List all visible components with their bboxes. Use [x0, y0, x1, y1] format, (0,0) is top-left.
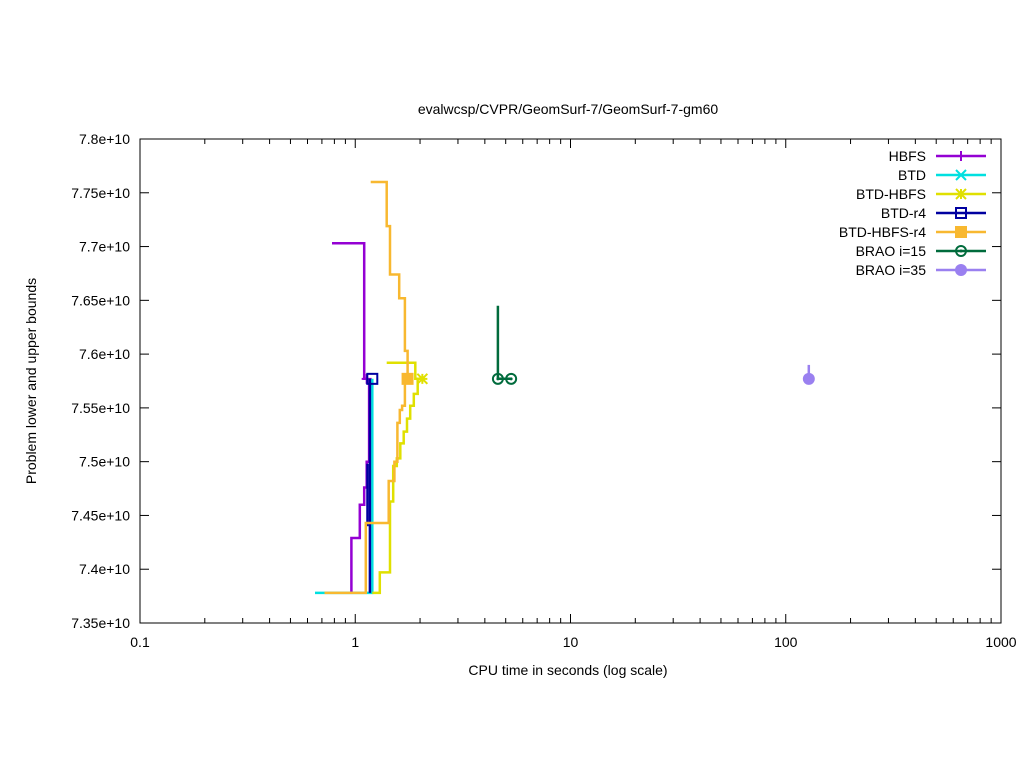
- legend-label: BTD-HBFS: [856, 186, 926, 202]
- legend-marker: [955, 188, 967, 200]
- series-brao-i-35: [802, 364, 815, 385]
- legend: HBFS BTD BTD-HBFS BTD-r4 BTD-HBFS-r4 BRAO i=1…: [839, 148, 986, 278]
- y-tick-label: 7.35e+10: [71, 615, 130, 631]
- y-axis-label: Problem lower and upper bounds: [23, 278, 39, 484]
- legend-marker: [955, 169, 967, 181]
- y-tick-label: 7.6e+10: [79, 346, 130, 362]
- series-point: [401, 372, 414, 385]
- legend-item: BTD-HBFS: [856, 186, 986, 202]
- y-tick-label: 7.4e+10: [79, 561, 130, 577]
- series-line: [372, 378, 419, 595]
- legend-item: BTD: [898, 167, 986, 183]
- series-point: [366, 372, 379, 385]
- legend-marker: [956, 151, 966, 161]
- legend-item: BTD-r4: [881, 205, 986, 221]
- x-tick-label: 100: [774, 634, 798, 650]
- y-tick-label: 7.45e+10: [71, 507, 130, 523]
- legend-label: BTD-HBFS-r4: [839, 224, 926, 240]
- x-tick-label: 1000: [985, 634, 1016, 650]
- x-tick-label: 0.1: [130, 634, 150, 650]
- x-tick-label: 10: [563, 634, 579, 650]
- y-tick-label: 7.65e+10: [71, 292, 130, 308]
- legend-item: HBFS: [889, 148, 986, 164]
- y-tick-label: 7.55e+10: [71, 400, 130, 416]
- x-axis-label: CPU time in seconds (log scale): [468, 662, 667, 678]
- series-brao-i-15: [491, 305, 518, 385]
- legend-item: BTD-HBFS-r4: [839, 224, 986, 240]
- series-btd-r4: [366, 372, 379, 593]
- series-line: [370, 180, 411, 381]
- series-line: [324, 378, 407, 595]
- series-point: [802, 372, 815, 385]
- series-btd-hbfs-r4: [324, 180, 414, 595]
- y-tick-label: 7.7e+10: [79, 239, 130, 255]
- series-point: [491, 372, 504, 385]
- plot-series: [315, 180, 815, 595]
- legend-label: HBFS: [889, 148, 926, 164]
- legend-label: BTD-r4: [881, 205, 926, 221]
- x-tick-label: 1: [351, 634, 359, 650]
- series-btd-hbfs: [372, 361, 429, 595]
- legend-item: BRAO i=35: [856, 262, 986, 278]
- y-tick-label: 7.8e+10: [79, 131, 130, 147]
- legend-marker: [955, 264, 967, 276]
- y-tick-label: 7.5e+10: [79, 454, 130, 470]
- legend-marker: [955, 245, 967, 257]
- legend-label: BRAO i=35: [856, 262, 927, 278]
- axes: 7.35e+10 7.4e+10 7.45e+10 7.5e+10 7.55e+10 7.…: [71, 131, 1017, 650]
- legend-label: BTD: [898, 167, 926, 183]
- legend-marker: [955, 226, 967, 238]
- legend-label: BRAO i=15: [856, 243, 927, 259]
- series-point: [416, 373, 429, 385]
- series-point: [505, 372, 518, 385]
- y-tick-label: 7.75e+10: [71, 185, 130, 201]
- legend-marker: [955, 207, 967, 219]
- chart-title: evalwcsp/CVPR/GeomSurf-7/GeomSurf-7-gm60: [418, 101, 719, 117]
- legend-item: BRAO i=15: [856, 243, 986, 259]
- series-line: [350, 378, 371, 593]
- plot-frame: [139, 138, 1002, 624]
